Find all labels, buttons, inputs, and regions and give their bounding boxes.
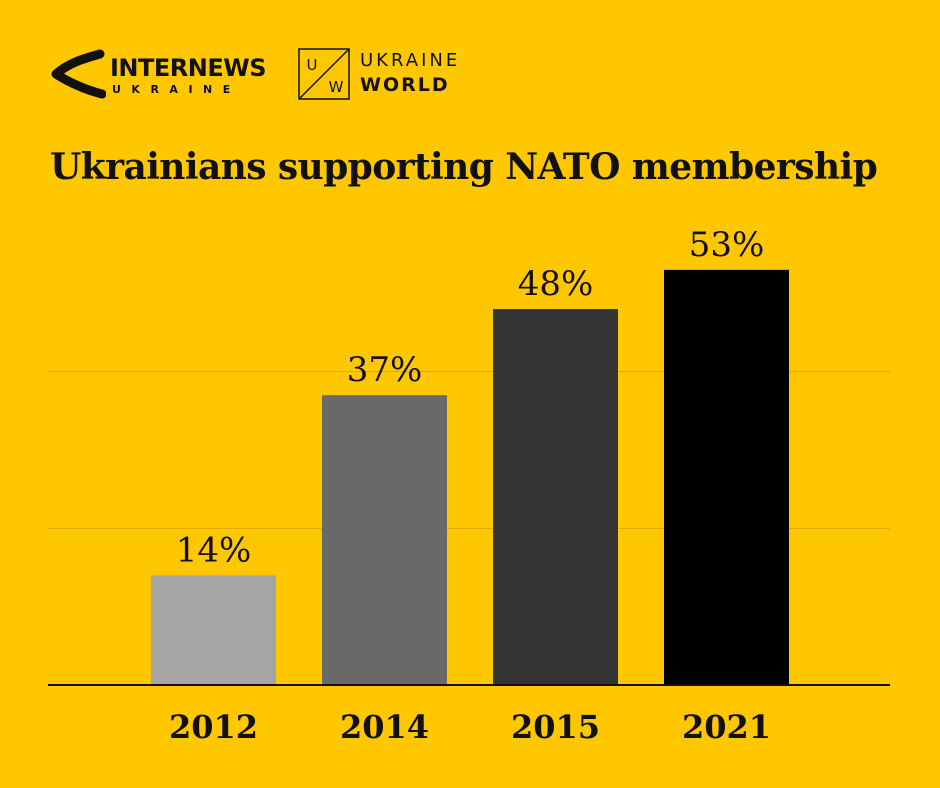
ukraine-world-box-icon: U W: [298, 48, 350, 100]
uw-box-u: U: [307, 56, 318, 74]
ukraine-world-ukraine: UKRAINE: [360, 50, 461, 71]
x-tick-label: 2014: [340, 708, 429, 746]
x-tick-label: 2012: [169, 708, 258, 746]
ukraine-world-world: WORLD: [360, 74, 450, 96]
internews-swoosh-icon: [51, 49, 106, 99]
logos: INTERNEWS UKRAINE U W UKRAINE WORLD: [48, 46, 478, 102]
bar-2012: [151, 575, 276, 685]
bar-value-label: 53%: [689, 225, 765, 265]
uw-box-w: W: [329, 78, 344, 96]
bar-value-label: 48%: [518, 264, 594, 304]
internews-subtitle: UKRAINE: [112, 83, 241, 96]
bar-value-labels: 14% 37% 48% 53%: [176, 225, 765, 570]
bar-value-label: 14%: [176, 530, 252, 570]
internews-wordmark: INTERNEWS: [110, 54, 267, 82]
bar-2015: [493, 309, 618, 685]
bars: [151, 269, 789, 685]
x-tick-labels: 2012 2014 2015 2021: [169, 708, 771, 746]
bar-value-label: 37%: [347, 350, 423, 390]
x-tick-label: 2021: [682, 708, 771, 746]
x-tick-label: 2015: [511, 708, 600, 746]
bar-2021: [664, 269, 789, 685]
chart-title: Ukrainians supporting NATO membership: [50, 146, 878, 188]
bar-2014: [322, 395, 447, 685]
